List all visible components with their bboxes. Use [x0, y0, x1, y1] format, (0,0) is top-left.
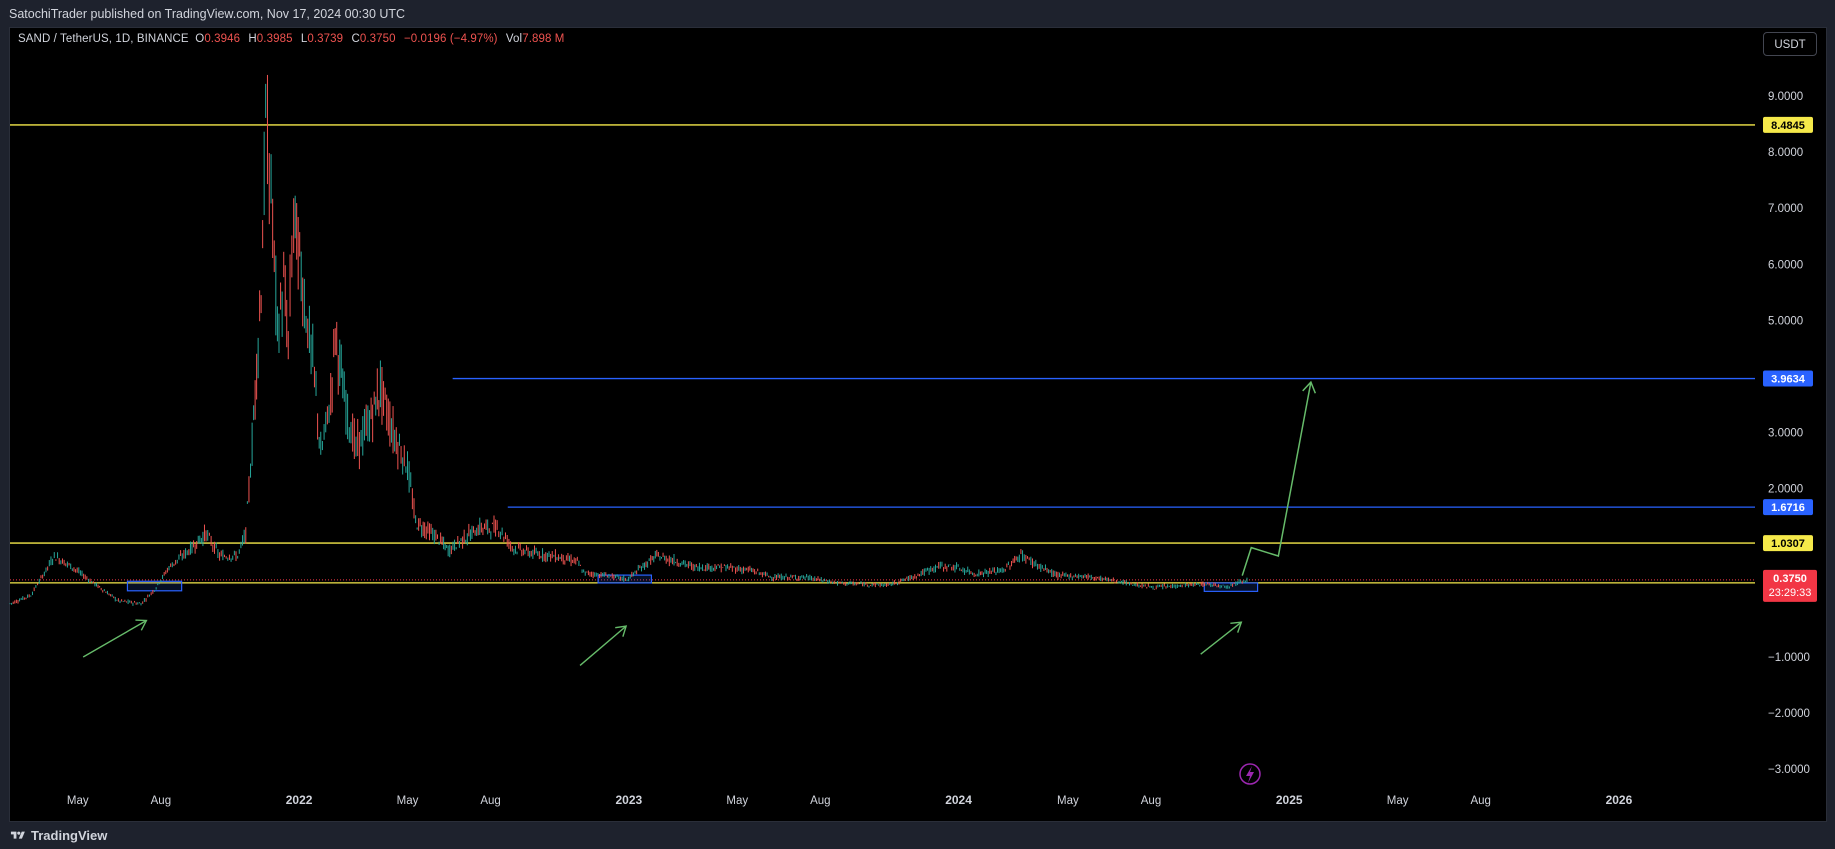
legend-symbol[interactable]: SAND / TetherUS, 1D, BINANCE	[18, 33, 189, 45]
support-arrow	[82, 619, 147, 658]
y-tick-label: 5.0000	[1768, 315, 1803, 327]
level-price-tag-text: 1.6716	[1771, 502, 1805, 514]
level-price-tag	[1763, 116, 1813, 133]
chart-pane[interactable]	[9, 27, 1827, 822]
price-chart[interactable]: 9.0000 8.0000 7.0000 6.0000 5.0000 3.0000 2.00…	[0, 0, 1835, 822]
x-tick-label: 2025	[1276, 793, 1303, 807]
legend-close-label: C	[351, 33, 360, 45]
level-price-tag	[1763, 535, 1813, 552]
x-tick-label: May	[1387, 795, 1409, 807]
y-tick-label: 7.0000	[1768, 203, 1803, 215]
y-tick-label: −1.0000	[1768, 652, 1810, 664]
projection-path	[1241, 381, 1312, 576]
y-tick-label: −3.0000	[1768, 764, 1810, 776]
legend-open: 0.3946	[204, 33, 241, 45]
y-tick-label: 6.0000	[1768, 259, 1803, 271]
y-tick-label: −2.0000	[1768, 708, 1810, 720]
x-tick-label: 2023	[615, 793, 642, 807]
legend-vol: 7.898 M	[522, 33, 565, 45]
support-arrow	[1200, 621, 1242, 655]
currency-button[interactable]: USDT	[1763, 32, 1817, 56]
x-tick-label: Aug	[810, 795, 830, 807]
x-tick-label: 2026	[1606, 793, 1633, 807]
support-box	[126, 580, 183, 592]
legend-vol-label: Vol	[505, 33, 523, 45]
x-tick-label: May	[67, 795, 89, 807]
symbol-legend: SAND / TetherUS, 1D, BINANCE O0.3946 H0.…	[18, 33, 569, 45]
level-price-tag-text: 8.4845	[1771, 120, 1805, 132]
footer: TradingView	[0, 822, 1835, 849]
last-price-tag	[1763, 569, 1817, 602]
brand-name[interactable]: TradingView	[31, 828, 108, 843]
x-tick-label: May	[397, 795, 419, 807]
projection-arrowhead	[1302, 380, 1317, 394]
x-tick-label: 2024	[945, 793, 972, 807]
y-tick-label: 2.0000	[1768, 484, 1803, 496]
x-tick-label: Aug	[1141, 795, 1161, 807]
support-arrow-head	[615, 625, 628, 637]
y-tick-label: 8.0000	[1768, 147, 1803, 159]
x-tick-label: May	[726, 795, 748, 807]
level-price-tag-text: 1.0307	[1771, 538, 1805, 550]
support-arrow-head	[135, 619, 148, 631]
y-tick-label: 3.0000	[1768, 428, 1803, 440]
last-price-tag-text: 0.3750	[1773, 573, 1807, 585]
legend-open-label: O	[195, 33, 205, 45]
support-arrow	[579, 625, 627, 666]
level-price-tag	[1763, 499, 1813, 516]
x-tick-label: Aug	[151, 795, 171, 807]
lightning-icon[interactable]	[1239, 763, 1261, 785]
y-tick-label: 9.0000	[1768, 91, 1803, 103]
lightning-bolt-icon	[1246, 766, 1254, 783]
x-tick-label: 2022	[286, 793, 313, 807]
level-price-tag	[1763, 370, 1813, 387]
legend-low: 0.3739	[307, 33, 344, 45]
tradingview-logo-icon[interactable]	[10, 830, 26, 841]
level-price-tag-text: 3.9634	[1771, 374, 1806, 386]
publisher-line: SatochiTrader published on TradingView.c…	[9, 7, 406, 21]
x-tick-label: May	[1057, 795, 1079, 807]
legend-high-label: H	[248, 33, 257, 45]
countdown-text: 23:29:33	[1769, 587, 1812, 599]
support-arrow-head	[1230, 621, 1243, 633]
support-box	[597, 574, 653, 584]
legend-low-label: L	[300, 33, 308, 45]
x-tick-label: Aug	[480, 795, 500, 807]
legend-change: −0.0196 (−4.97%)	[403, 33, 498, 45]
x-tick-label: Aug	[1470, 795, 1490, 807]
legend-close: 0.3750	[359, 33, 396, 45]
legend-high: 0.3985	[256, 33, 293, 45]
